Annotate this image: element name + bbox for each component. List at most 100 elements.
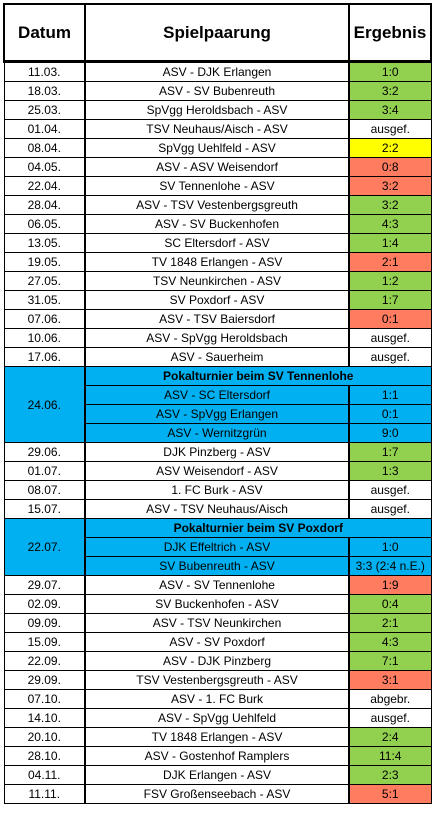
match-result: ausgef. <box>348 499 432 519</box>
match-date: 02.09. <box>3 594 86 614</box>
match-date: 01.04. <box>3 119 86 139</box>
match-result: 1:7 <box>348 442 432 462</box>
header-match: Spielpaarung <box>84 3 350 63</box>
match-result: 0:4 <box>348 594 432 614</box>
match-pairing: TSV Vestenbergsgreuth - ASV <box>84 670 350 690</box>
cup-game-pairing: ASV - SC Eltersdorf <box>84 385 350 405</box>
cup-game-result: 1:0 <box>348 537 432 557</box>
match-date: 01.07. <box>3 461 86 481</box>
match-pairing: ASV - SpVgg Uehlfeld <box>84 708 350 728</box>
match-result: 2:3 <box>348 765 432 785</box>
table-row: 04.05. ASV - ASV Weisendorf 0:8 <box>3 157 432 177</box>
cup-title: Pokalturnier beim SV Tennenlohe <box>84 366 432 386</box>
cup-game-result: 3:3 (2:4 n.E.) <box>348 556 432 576</box>
match-pairing: TV 1848 Erlangen - ASV <box>84 727 350 747</box>
match-date: 28.10. <box>3 746 86 766</box>
match-date: 29.07. <box>3 575 86 595</box>
table-row: 15.09. ASV - SV Poxdorf 4:3 <box>3 632 432 652</box>
match-pairing: SV Buckenhofen - ASV <box>84 594 350 614</box>
match-result: 1:3 <box>348 461 432 481</box>
match-date: 20.10. <box>3 727 86 747</box>
match-result: 1:2 <box>348 271 432 291</box>
match-result: 3:2 <box>348 195 432 215</box>
match-date: 25.03. <box>3 100 86 120</box>
match-date: 15.07. <box>3 499 86 519</box>
match-date: 08.07. <box>3 480 86 500</box>
table-row: 18.03. ASV - SV Bubenreuth 3:2 <box>3 81 432 101</box>
match-date: 10.06. <box>3 328 86 348</box>
match-date: 18.03. <box>3 81 86 101</box>
match-pairing: ASV - DJK Pinzberg <box>84 651 350 671</box>
match-pairing: ASV - TSV Neuhaus/Aisch <box>84 499 350 519</box>
match-date: 07.06. <box>3 309 86 329</box>
match-date: 29.06. <box>3 442 86 462</box>
match-date: 13.05. <box>3 233 86 253</box>
match-date: 11.11. <box>3 784 86 804</box>
match-result: 1:4 <box>348 233 432 253</box>
table-row: 08.07. 1. FC Burk - ASV ausgef. <box>3 480 432 500</box>
table-row: 09.09. ASV - TSV Neunkirchen 2:1 <box>3 613 432 633</box>
match-pairing: 1. FC Burk - ASV <box>84 480 350 500</box>
cup-title-row: 24.06. Pokalturnier beim SV Tennenlohe <box>3 366 432 443</box>
match-result: 4:3 <box>348 214 432 234</box>
match-pairing: ASV - SpVgg Heroldsbach <box>84 328 350 348</box>
match-pairing: ASV - Sauerheim <box>84 347 350 367</box>
table-row: 01.04. TSV Neuhaus/Aisch - ASV ausgef. <box>3 119 432 139</box>
match-pairing: ASV - ASV Weisendorf <box>84 157 350 177</box>
match-date: 27.05. <box>3 271 86 291</box>
cup-game-result: 9:0 <box>348 423 432 443</box>
match-pairing: TSV Neuhaus/Aisch - ASV <box>84 119 350 139</box>
match-date: 17.06. <box>3 347 86 367</box>
match-pairing: ASV - 1. FC Burk <box>84 689 350 709</box>
match-pairing: DJK Erlangen - ASV <box>84 765 350 785</box>
table-row: 27.05. TSV Neunkirchen - ASV 1:2 <box>3 271 432 291</box>
match-result: 11:4 <box>348 746 432 766</box>
table-row: 08.04. SpVgg Uehlfeld - ASV 2:2 <box>3 138 432 158</box>
match-pairing: TSV Neunkirchen - ASV <box>84 271 350 291</box>
match-pairing: TV 1848 Erlangen - ASV <box>84 252 350 272</box>
cup-game-pairing: DJK Effeltrich - ASV <box>84 537 350 557</box>
match-result: 3:4 <box>348 100 432 120</box>
match-result: 3:2 <box>348 81 432 101</box>
table-row: 10.06. ASV - SpVgg Heroldsbach ausgef. <box>3 328 432 348</box>
table-row: 28.10. ASV - Gostenhof Ramplers 11:4 <box>3 746 432 766</box>
match-result: 2:2 <box>348 138 432 158</box>
table-row: 06.05. ASV - SV Buckenhofen 4:3 <box>3 214 432 234</box>
table-row: 29.09. TSV Vestenbergsgreuth - ASV 3:1 <box>3 670 432 690</box>
table-row: 25.03. SpVgg Heroldsbach - ASV 3:4 <box>3 100 432 120</box>
match-pairing: ASV - TSV Vestenbergsgreuth <box>84 195 350 215</box>
match-pairing: ASV - SV Buckenhofen <box>84 214 350 234</box>
match-result: ausgef. <box>348 328 432 348</box>
match-pairing: SpVgg Uehlfeld - ASV <box>84 138 350 158</box>
match-pairing: ASV - SV Poxdorf <box>84 632 350 652</box>
match-date: 19.05. <box>3 252 86 272</box>
match-result: 7:1 <box>348 651 432 671</box>
table-row: 15.07. ASV - TSV Neuhaus/Aisch ausgef. <box>3 499 432 519</box>
cup-date: 24.06. <box>3 366 86 443</box>
match-result: 3:1 <box>348 670 432 690</box>
match-result: 1:7 <box>348 290 432 310</box>
table-row: 29.06. DJK Pinzberg - ASV 1:7 <box>3 442 432 462</box>
cup-game-result: 1:1 <box>348 385 432 405</box>
table-row: 28.04. ASV - TSV Vestenbergsgreuth 3:2 <box>3 195 432 215</box>
table-row: 14.10. ASV - SpVgg Uehlfeld ausgef. <box>3 708 432 728</box>
match-result: 0:8 <box>348 157 432 177</box>
match-pairing: SV Poxdorf - ASV <box>84 290 350 310</box>
match-date: 14.10. <box>3 708 86 728</box>
match-pairing: SpVgg Heroldsbach - ASV <box>84 100 350 120</box>
cup-game-row: ASV - SpVgg Erlangen 0:1 <box>4 404 432 424</box>
match-pairing: SV Tennenlohe - ASV <box>84 176 350 196</box>
table-row: 11.03. ASV - DJK Erlangen 1:0 <box>3 61 432 82</box>
match-date: 08.04. <box>3 138 86 158</box>
match-date: 11.03. <box>3 61 86 82</box>
table-header: Datum Spielpaarung Ergebnis <box>3 3 432 63</box>
match-result: 4:3 <box>348 632 432 652</box>
table-row: 04.11. DJK Erlangen - ASV 2:3 <box>3 765 432 785</box>
table-row: 22.09. ASV - DJK Pinzberg 7:1 <box>3 651 432 671</box>
table-row: 19.05. TV 1848 Erlangen - ASV 2:1 <box>3 252 432 272</box>
match-result: 2:1 <box>348 613 432 633</box>
header-date: Datum <box>3 3 86 63</box>
match-result: 1:9 <box>348 575 432 595</box>
table-row: 31.05. SV Poxdorf - ASV 1:7 <box>3 290 432 310</box>
results-table: Datum Spielpaarung Ergebnis 11.03. ASV - … <box>3 3 432 804</box>
